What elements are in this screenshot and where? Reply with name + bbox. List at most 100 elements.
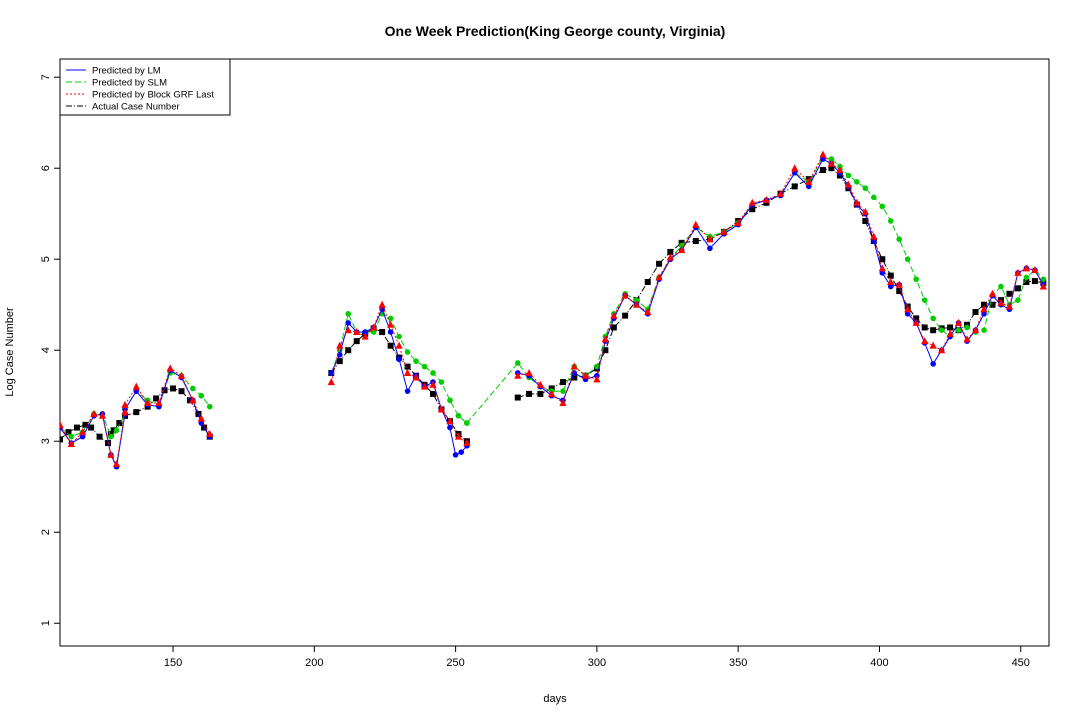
data-point (748, 198, 756, 206)
series-line (517, 153, 1044, 404)
data-point (65, 429, 72, 436)
data-point (90, 409, 98, 417)
data-point (206, 429, 214, 437)
data-point (896, 288, 903, 295)
data-point (430, 370, 436, 376)
data-point (198, 392, 205, 399)
data-point (1023, 274, 1030, 281)
data-point (96, 433, 103, 440)
data-point (981, 327, 987, 334)
data-point (791, 183, 798, 190)
data-point (836, 166, 844, 174)
data-point (132, 382, 140, 390)
data-point (370, 323, 378, 331)
data-point (692, 220, 700, 228)
data-point (667, 248, 674, 255)
data-point (853, 198, 861, 206)
data-point (879, 203, 886, 210)
data-point (963, 335, 971, 343)
data-point (537, 390, 544, 397)
x-tick-label: 350 (729, 657, 747, 669)
data-point (1006, 290, 1013, 297)
data-point (195, 410, 202, 417)
series-line (330, 303, 468, 444)
data-point (622, 312, 629, 319)
data-point (879, 256, 886, 263)
data-point (353, 328, 361, 336)
data-point (98, 411, 106, 419)
y-tick-label: 1 (40, 620, 52, 626)
data-point (362, 329, 368, 335)
data-point (525, 368, 533, 376)
legend-label: Actual Case Number (92, 102, 180, 113)
x-tick-label: 200 (305, 657, 323, 669)
data-point (133, 409, 140, 416)
data-point (819, 167, 826, 174)
data-point (437, 405, 446, 413)
data-point (112, 459, 121, 467)
data-point (644, 308, 652, 316)
data-point (633, 297, 640, 303)
data-point (429, 390, 436, 397)
data-point (413, 358, 419, 364)
data-point (447, 397, 453, 404)
data-point (692, 238, 699, 245)
data-point (938, 327, 945, 334)
data-point (1015, 297, 1021, 303)
y-axis: 1 2 3 4 5 6 7 (40, 74, 60, 626)
data-point (989, 301, 996, 308)
data-point (153, 395, 160, 402)
data-point (421, 363, 428, 370)
data-point (871, 194, 877, 201)
data-point (791, 164, 799, 172)
x-tick-label: 150 (164, 657, 182, 669)
series-line (330, 308, 468, 456)
data-point (828, 156, 835, 162)
data-point (913, 315, 920, 322)
data-point (73, 424, 80, 431)
data-point (610, 311, 618, 319)
series-line (124, 369, 211, 437)
y-tick-label: 2 (40, 529, 52, 535)
data-point (170, 385, 177, 392)
data-point (666, 253, 674, 261)
data-point (395, 341, 403, 349)
x-tick-label: 450 (1012, 657, 1030, 669)
data-point (420, 382, 429, 390)
data-point (336, 358, 343, 365)
data-point (60, 420, 64, 428)
data-point (206, 403, 213, 410)
y-tick-label: 4 (40, 347, 52, 353)
data-point (1014, 285, 1021, 292)
data-point (177, 371, 186, 379)
data-point (570, 362, 578, 370)
data-point (464, 420, 470, 426)
data-point (412, 373, 420, 381)
data-point (806, 183, 812, 190)
data-point (870, 232, 878, 240)
x-tick-label: 250 (446, 657, 464, 669)
series-line (330, 312, 468, 424)
data-point (387, 342, 394, 349)
legend-label: Predicted by Block GRF Last (92, 90, 214, 101)
data-point (678, 242, 685, 249)
y-axis-label: Log Case Number (4, 307, 16, 397)
data-point (514, 371, 522, 379)
data-point (559, 399, 567, 407)
data-point (378, 300, 386, 308)
data-point (921, 337, 929, 345)
data-point (110, 427, 117, 434)
data-point (121, 408, 129, 416)
data-point (980, 305, 988, 313)
data-point (601, 335, 609, 343)
data-point (644, 278, 651, 285)
y-tick-label: 6 (40, 165, 52, 171)
data-point (930, 361, 936, 367)
data-point (895, 280, 903, 288)
data-point (602, 347, 609, 354)
data-point (361, 332, 369, 340)
data-point (819, 150, 827, 158)
data-point (930, 315, 936, 322)
data-point (929, 341, 937, 349)
